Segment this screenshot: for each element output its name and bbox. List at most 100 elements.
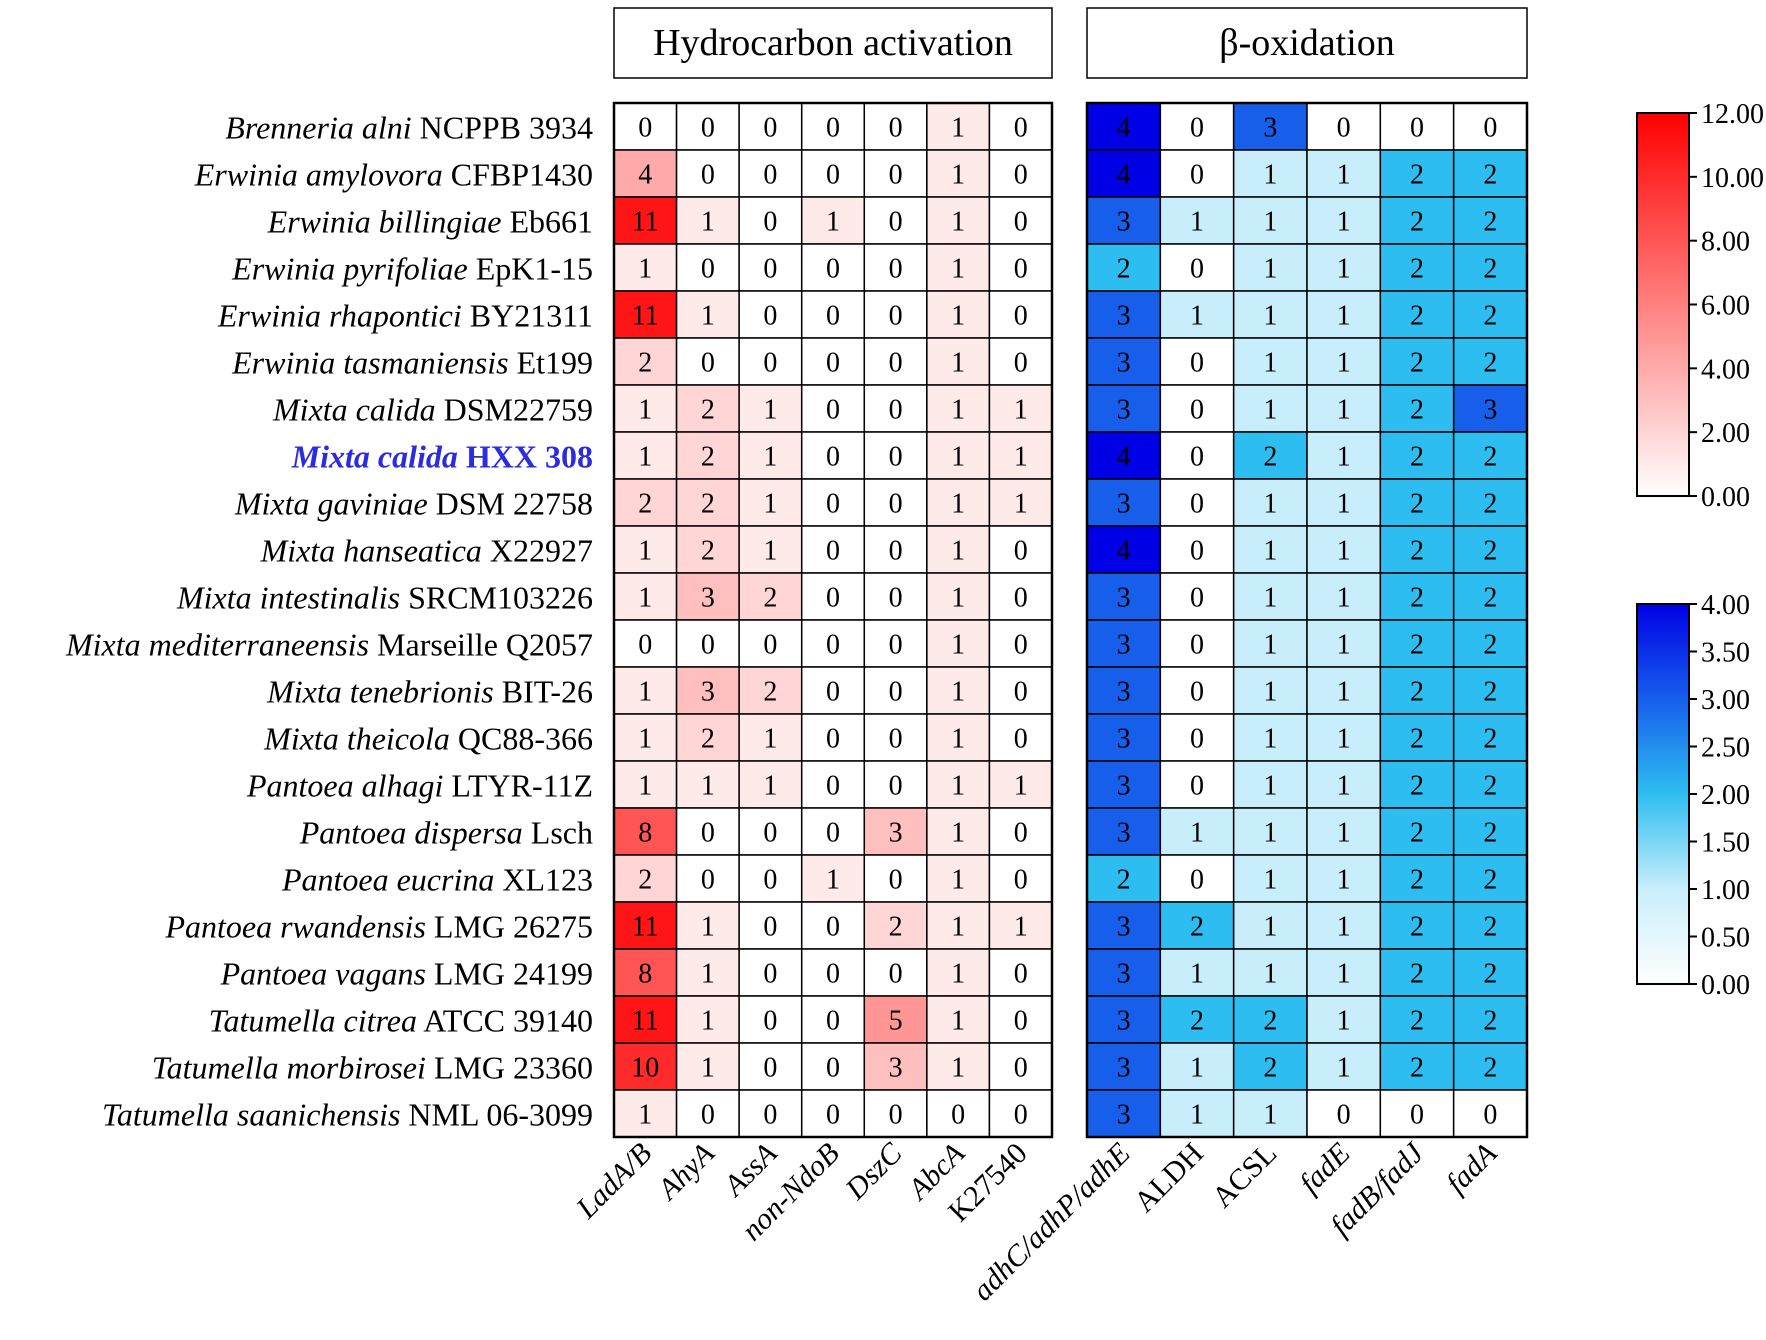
- row-label-genus: Pantoea dispersa: [299, 815, 523, 851]
- cell-value-label: 3: [1117, 724, 1131, 755]
- cell-value-label: 2: [701, 724, 715, 755]
- cell-value-label: 1: [951, 865, 965, 896]
- heatmap-cell: [1232, 760, 1308, 809]
- cell-value-label: 1: [1337, 630, 1351, 661]
- cell-value-label: 2: [701, 442, 715, 473]
- cell-value-label: 2: [1410, 865, 1424, 896]
- row-label-genus: Erwinia amylovora: [194, 157, 443, 193]
- row-label-strain: EpK1-15: [468, 251, 593, 287]
- row-label: Tatumella citrea ATCC 39140: [209, 1003, 593, 1039]
- cell-value-label: 1: [951, 630, 965, 661]
- heatmap-cell: [613, 290, 678, 339]
- heatmap-cell: [1086, 572, 1162, 621]
- cell-value-label: 1: [1014, 771, 1028, 802]
- heatmap-cell: [613, 948, 678, 997]
- row-label-strain: NCPPB 3934: [412, 110, 593, 146]
- heatmap-cell: [738, 431, 803, 480]
- cell-value-label: 0: [889, 113, 903, 144]
- cell-value-label: 2: [1483, 348, 1497, 379]
- cell-value-label: 3: [1117, 207, 1131, 238]
- heatmap-cell: [1379, 525, 1455, 574]
- row-label-genus: Mixta gaviniae: [234, 486, 428, 522]
- row-label-strain: LMG 24199: [426, 956, 593, 992]
- heatmap-cell: [988, 384, 1053, 433]
- cell-value-label: 0: [1410, 113, 1424, 144]
- cell-value-label: 11: [632, 301, 659, 332]
- cell-value-label: 0: [889, 254, 903, 285]
- column-label: fadE: [1293, 1137, 1356, 1200]
- heatmap-cell: [613, 384, 678, 433]
- cell-value-label: 0: [826, 677, 840, 708]
- cell-value-label: 0: [701, 1100, 715, 1131]
- cell-value-label: 1: [638, 536, 652, 567]
- cell-value-label: 0: [1190, 489, 1204, 520]
- cell-value-label: 1: [1337, 677, 1351, 708]
- cell-value-label: 0: [1190, 442, 1204, 473]
- heatmap-cell: [863, 572, 928, 621]
- row-label-genus: Mixta calida: [272, 392, 436, 428]
- heatmap-cell: [1306, 807, 1382, 856]
- cell-value-label: 2: [1483, 254, 1497, 285]
- blue-colorbar-tick-label: 0.00: [1701, 970, 1750, 1001]
- cell-value-label: 1: [951, 442, 965, 473]
- cell-value-label: 0: [638, 113, 652, 144]
- heatmap-cell: [1159, 1089, 1235, 1138]
- cell-value-label: 2: [1483, 959, 1497, 990]
- row-label-strain: Et199: [509, 345, 593, 381]
- heatmap-cell: [988, 1042, 1053, 1091]
- cell-value-label: 3: [1263, 113, 1277, 144]
- cell-value-label: 2: [638, 489, 652, 520]
- column-label: DszC: [838, 1136, 909, 1207]
- heatmap-cell: [988, 901, 1053, 950]
- cell-value-label: 0: [701, 865, 715, 896]
- cell-value-label: 0: [763, 1006, 777, 1037]
- heatmap-cell: [863, 149, 928, 198]
- cell-value-label: 3: [1117, 301, 1131, 332]
- row-label-strain: BY21311: [462, 298, 593, 334]
- red-colorbar-tick-label: 12.00: [1701, 99, 1764, 130]
- heatmap-cell: [1452, 196, 1528, 245]
- heatmap-cell: [675, 619, 740, 668]
- cell-value-label: 10: [631, 1053, 659, 1084]
- heatmap-cell: [1452, 1042, 1528, 1091]
- cell-value-label: 0: [763, 865, 777, 896]
- cell-value-label: 2: [1483, 207, 1497, 238]
- cell-value-label: 0: [826, 160, 840, 191]
- cell-value-label: 0: [1014, 1006, 1028, 1037]
- cell-value-label: 0: [1014, 630, 1028, 661]
- blue-colorbar-tick-label: 2.50: [1701, 733, 1750, 764]
- row-label: Erwinia tasmaniensis Et199: [231, 345, 593, 381]
- cell-value-label: 0: [889, 207, 903, 238]
- blue-colorbar-tick-label: 0.50: [1701, 923, 1750, 954]
- cell-value-label: 1: [763, 489, 777, 520]
- cell-value-label: 0: [763, 113, 777, 144]
- cell-value-label: 1: [1190, 818, 1204, 849]
- heatmap-cell: [926, 102, 991, 151]
- cell-value-label: 1: [763, 536, 777, 567]
- heatmap-cell: [1452, 243, 1528, 292]
- cell-value-label: 3: [889, 818, 903, 849]
- heatmap-cell: [675, 713, 740, 762]
- row-label-strain: X22927: [482, 533, 593, 569]
- cell-value-label: 0: [826, 959, 840, 990]
- row-label: Pantoea alhagi LTYR-11Z: [246, 768, 593, 804]
- cell-value-label: 0: [1014, 818, 1028, 849]
- panel-border: [1085, 101, 1529, 1139]
- row-labels: Brenneria alni NCPPB 3934 Erwinia amylovo…: [65, 110, 593, 1133]
- cell-value-label: 1: [951, 160, 965, 191]
- heatmap-cell: [613, 525, 678, 574]
- heatmap-cell: [1306, 854, 1382, 903]
- heatmap-cell: [863, 196, 928, 245]
- heatmap-cell: [863, 854, 928, 903]
- cell-value-label: 0: [763, 1053, 777, 1084]
- cell-value-label: 1: [701, 771, 715, 802]
- cell-value-label: 2: [763, 677, 777, 708]
- cell-value-label: 2: [1410, 583, 1424, 614]
- row-label: Mixta tenebrionis BIT-26: [266, 674, 593, 710]
- cell-value-label: 0: [889, 771, 903, 802]
- blue-colorbar-tick-label: 3.00: [1701, 685, 1750, 716]
- heatmap-cell: [1232, 525, 1308, 574]
- heatmap-cell: [800, 102, 866, 151]
- cell-value-label: 0: [763, 348, 777, 379]
- cell-value-label: 0: [1190, 395, 1204, 426]
